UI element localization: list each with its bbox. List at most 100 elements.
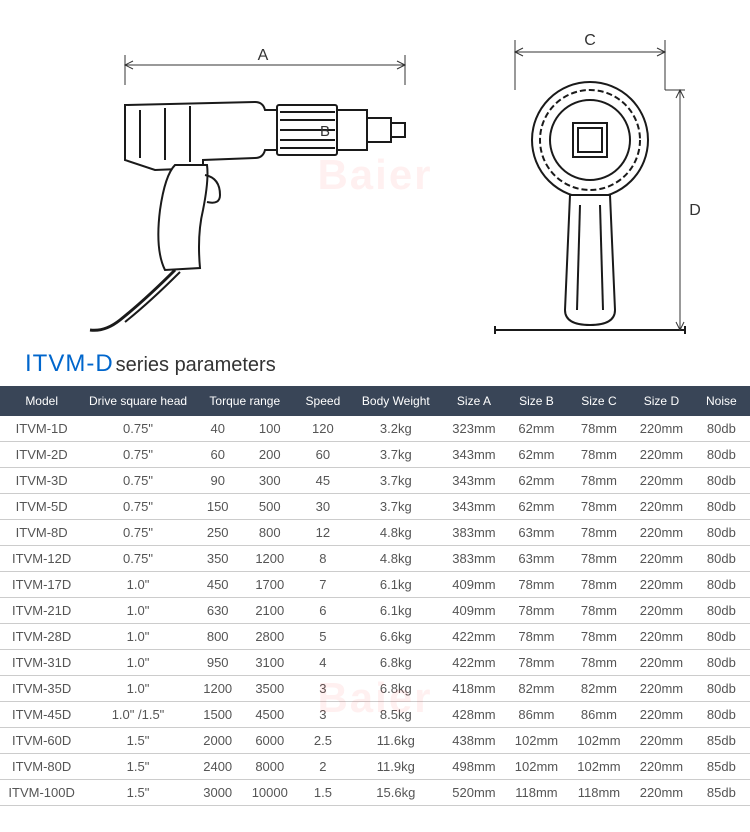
cell-torque-min: 800 [193, 624, 243, 650]
cell-drive: 1.5" [83, 780, 192, 806]
cell-speed: 3 [297, 676, 349, 702]
col-drive: Drive square head [83, 386, 192, 416]
cell-model: ITVM-8D [0, 520, 83, 546]
col-size-a: Size A [443, 386, 506, 416]
col-size-b: Size B [505, 386, 568, 416]
title-suffix: series parameters [116, 354, 276, 377]
cell-torque-min: 630 [193, 598, 243, 624]
table-row: ITVM-21D1.0"630210066.1kg409mm78mm78mm22… [0, 598, 750, 624]
cell-torque-min: 3000 [193, 780, 243, 806]
table-row: ITVM-31D1.0"950310046.8kg422mm78mm78mm22… [0, 650, 750, 676]
cell-drive: 0.75" [83, 416, 192, 442]
cell-noise: 80db [693, 520, 750, 546]
cell-speed: 2.5 [297, 728, 349, 754]
col-size-d: Size D [630, 386, 693, 416]
cell-noise: 85db [693, 754, 750, 780]
cell-size-d: 220mm [630, 572, 693, 598]
technical-diagram: A C [0, 0, 750, 350]
cell-size-b: 78mm [505, 650, 568, 676]
cell-drive: 0.75" [83, 520, 192, 546]
cell-speed: 7 [297, 572, 349, 598]
cell-size-b: 62mm [505, 494, 568, 520]
cell-size-b: 78mm [505, 624, 568, 650]
cell-size-c: 78mm [568, 546, 631, 572]
cell-torque-max: 10000 [243, 780, 297, 806]
cell-model: ITVM-28D [0, 624, 83, 650]
table-row: ITVM-8D0.75"250800124.8kg383mm63mm78mm22… [0, 520, 750, 546]
cell-size-c: 78mm [568, 494, 631, 520]
cell-torque-max: 3500 [243, 676, 297, 702]
cell-size-c: 78mm [568, 650, 631, 676]
cell-torque-max: 100 [243, 416, 297, 442]
table-row: ITVM-28D1.0"800280056.6kg422mm78mm78mm22… [0, 624, 750, 650]
cell-speed: 6 [297, 598, 349, 624]
dim-label-b: B [320, 123, 330, 140]
cell-size-a: 422mm [443, 650, 506, 676]
table-row: ITVM-12D0.75"350120084.8kg383mm63mm78mm2… [0, 546, 750, 572]
cell-weight: 3.7kg [349, 442, 443, 468]
cell-torque-min: 40 [193, 416, 243, 442]
table-row: ITVM-2D0.75"60200603.7kg343mm62mm78mm220… [0, 442, 750, 468]
cell-size-a: 418mm [443, 676, 506, 702]
cell-torque-max: 2100 [243, 598, 297, 624]
cell-drive: 0.75" [83, 468, 192, 494]
dim-label-a: A [258, 47, 269, 64]
cell-torque-max: 3100 [243, 650, 297, 676]
cell-torque-max: 2800 [243, 624, 297, 650]
table-row: ITVM-100D1.5"3000100001.515.6kg520mm118m… [0, 780, 750, 806]
cell-weight: 6.8kg [349, 676, 443, 702]
cell-size-a: 383mm [443, 520, 506, 546]
cell-size-c: 118mm [568, 780, 631, 806]
col-weight: Body Weight [349, 386, 443, 416]
cell-weight: 15.6kg [349, 780, 443, 806]
cell-size-a: 498mm [443, 754, 506, 780]
cell-model: ITVM-100D [0, 780, 83, 806]
cell-drive: 1.5" [83, 754, 192, 780]
cell-speed: 45 [297, 468, 349, 494]
cell-weight: 11.6kg [349, 728, 443, 754]
cell-weight: 8.5kg [349, 702, 443, 728]
cell-torque-max: 200 [243, 442, 297, 468]
cell-drive: 1.0" [83, 572, 192, 598]
cell-size-a: 343mm [443, 442, 506, 468]
cell-drive: 1.0" [83, 650, 192, 676]
cell-torque-max: 6000 [243, 728, 297, 754]
cell-torque-min: 950 [193, 650, 243, 676]
table-row: ITVM-45D1.0" /1.5"1500450038.5kg428mm86m… [0, 702, 750, 728]
cell-weight: 6.1kg [349, 598, 443, 624]
cell-noise: 80db [693, 494, 750, 520]
cell-size-b: 102mm [505, 754, 568, 780]
cell-size-c: 102mm [568, 754, 631, 780]
col-size-c: Size C [568, 386, 631, 416]
cell-size-b: 78mm [505, 572, 568, 598]
table-row: ITVM-80D1.5"24008000211.9kg498mm102mm102… [0, 754, 750, 780]
table-row: ITVM-17D1.0"450170076.1kg409mm78mm78mm22… [0, 572, 750, 598]
cell-size-a: 409mm [443, 598, 506, 624]
cell-noise: 80db [693, 650, 750, 676]
cell-model: ITVM-21D [0, 598, 83, 624]
table-row: ITVM-35D1.0"1200350036.8kg418mm82mm82mm2… [0, 676, 750, 702]
col-model: Model [0, 386, 83, 416]
cell-weight: 4.8kg [349, 546, 443, 572]
cell-drive: 1.0" /1.5" [83, 702, 192, 728]
table-row: ITVM-1D0.75"401001203.2kg323mm62mm78mm22… [0, 416, 750, 442]
cell-size-b: 62mm [505, 468, 568, 494]
cell-size-c: 78mm [568, 624, 631, 650]
table-row: ITVM-3D0.75"90300453.7kg343mm62mm78mm220… [0, 468, 750, 494]
cell-size-d: 220mm [630, 416, 693, 442]
col-noise: Noise [693, 386, 750, 416]
cell-noise: 80db [693, 572, 750, 598]
dim-label-d: D [689, 202, 701, 219]
cell-size-c: 102mm [568, 728, 631, 754]
cell-torque-min: 90 [193, 468, 243, 494]
cell-size-a: 343mm [443, 494, 506, 520]
cell-speed: 3 [297, 702, 349, 728]
cell-torque-max: 300 [243, 468, 297, 494]
parameters-table: Model Drive square head Torque range Spe… [0, 386, 750, 806]
col-speed: Speed [297, 386, 349, 416]
cell-size-d: 220mm [630, 468, 693, 494]
cell-noise: 80db [693, 442, 750, 468]
cell-torque-min: 150 [193, 494, 243, 520]
cell-torque-min: 450 [193, 572, 243, 598]
col-torque: Torque range [193, 386, 297, 416]
